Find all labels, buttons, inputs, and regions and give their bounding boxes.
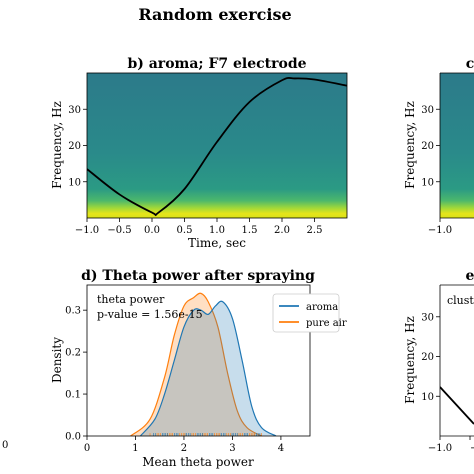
panel-d-xlabel: Mean theta power [142,455,254,469]
panel-b-xtick-label: 0.5 [177,225,193,236]
panel-e-annotation: clust [447,294,474,307]
legend-label-aroma: aroma [306,302,338,313]
panel-d-legend: aroma pure air [272,293,347,333]
panel-c-ytick-label: 10 [421,177,434,188]
panel-b-xtick-label: −0.5 [107,225,131,236]
panel-b-xlabel: Time, sec [188,236,246,250]
panel-e-title: e [466,268,474,284]
panel-c-ylabel: Frequency, Hz [403,101,417,189]
panel-e-curve [440,386,474,425]
panel-d-xtick-label: 3 [229,443,235,454]
suptitle: Random exercise [138,5,291,24]
panel-e-ytick-label: 30 [421,312,434,323]
panel-b-ylabel: Frequency, Hz [50,101,64,189]
panel-d-ytick-label: 0.0 [65,432,81,443]
panel-b-xtick-label: 0.0 [144,225,160,236]
density-area-aroma [140,301,277,436]
legend-label-pure-air: pure air [306,318,347,329]
panel-e-xtick-label: −1.0 [428,443,452,454]
panel-b-xtick-label: 2.5 [307,225,323,236]
panel-c-xtick-label: −1.0 [428,225,452,236]
panel-b-ytick-label: 30 [68,105,81,116]
panel-d-ytick-label: 0.3 [65,306,81,317]
density-line-pure-air [130,292,262,436]
panel-d-xtick-label: 0 [84,443,90,454]
panel-b-overlay-curve [87,77,347,217]
panel-b-title: b) aroma; F7 electrode [127,56,306,72]
stray-label: 0 [2,440,8,451]
panel-e-ylabel: Frequency, Hz [403,316,417,404]
panel-e-ytick-label: 20 [421,352,434,363]
panel-d-xtick-label: 2 [181,443,187,454]
panel-c-spectrogram [440,73,474,218]
panel-d-annotation-line2: p-value = 1.56e-15 [97,308,203,321]
panel-d-ylabel: Density [50,337,64,383]
panel-c-ytick-label: 20 [421,141,434,152]
panel-b-xtick-label: 1.5 [242,225,258,236]
panel-b-xtick-label: 1.0 [209,225,225,236]
panel-e-ytick-label: 10 [421,392,434,403]
panel-d-frame [86,284,311,437]
panel-d-ytick-label: 0.2 [65,348,81,359]
panel-c-ytick-label: 30 [421,105,434,116]
panel-b-ytick-label: 20 [68,141,81,152]
panel-d-annotation-line1: theta power [97,293,165,306]
panel-d-ytick-label: 0.1 [65,390,81,401]
panel-b-xtick-label: 2.0 [274,225,290,236]
panel-c: c 10 20 30 −1.0 Frequency, Hz [403,56,474,236]
panel-b: b) aroma; F7 electrode −1.0 −0.5 0.0 0.5 1.0… [50,56,348,250]
panel-d-xtick-label: 1 [132,443,138,454]
panel-d-title: d) Theta power after spraying [81,268,315,284]
panel-d-xtick-label: 4 [278,443,284,454]
panel-d: d) Theta power after spraying 0 1 2 3 4 0.0 0… [50,268,347,469]
panel-e-xtick-label: −0. [470,443,474,454]
density-area-pure-air [130,293,262,436]
panel-b-ytick-label: 10 [68,177,81,188]
panel-c-title: c [466,56,474,72]
density-line-aroma [139,300,277,436]
panel-b-xtick-label: −1.0 [75,225,99,236]
panel-e: e clust 10 20 30 −1.0 −0. Frequency, Hz [403,268,474,454]
panel-e-background [440,285,474,436]
panel-b-spectrogram [87,73,347,218]
